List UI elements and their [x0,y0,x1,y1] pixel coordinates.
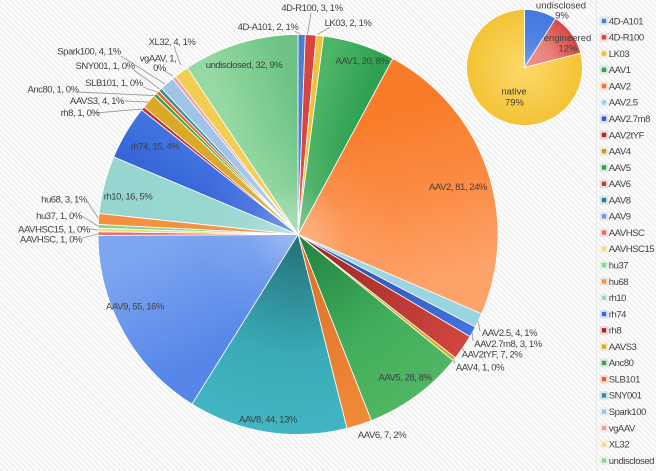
svg-text:undisclosed: undisclosed [536,1,586,12]
svg-text:AAV2: AAV2 [609,81,631,92]
svg-text:hu68: hu68 [609,277,629,288]
svg-text:79%: 79% [505,98,525,109]
svg-text:AAVHSC: AAVHSC [609,228,645,239]
svg-text:LK03: LK03 [609,49,630,60]
svg-text:LK03, 2, 1%: LK03, 2, 1% [325,18,373,29]
svg-text:AAV1: AAV1 [609,65,631,76]
svg-text:AAV2.5, 4, 1%: AAV2.5, 4, 1% [482,328,538,339]
svg-text:AAVHSC15: AAVHSC15 [609,244,654,255]
svg-text:AAVHSC, 1, 0%: AAVHSC, 1, 0% [20,235,83,246]
svg-text:AAV9, 55, 16%: AAV9, 55, 16% [106,302,165,313]
svg-text:XL32: XL32 [609,440,630,451]
svg-text:4D-A101, 2, 1%: 4D-A101, 2, 1% [238,22,300,33]
svg-text:AAV2.5: AAV2.5 [609,98,638,109]
svg-text:AAV2.7m8: AAV2.7m8 [609,114,650,125]
svg-text:0%: 0% [153,63,167,74]
svg-text:AAVS3, 4, 1%: AAVS3, 4, 1% [70,96,125,107]
svg-text:rh74: rh74 [609,309,626,320]
svg-text:4D-R100, 3, 1%: 4D-R100, 3, 1% [281,3,343,14]
svg-text:Spark100: Spark100 [609,407,646,418]
svg-text:AAVS3: AAVS3 [609,342,637,353]
svg-text:rh8: rh8 [609,326,622,337]
svg-text:AAV8: AAV8 [609,195,631,206]
svg-text:native: native [501,87,526,98]
svg-text:AAV5: AAV5 [609,163,631,174]
svg-text:AAV8, 44, 13%: AAV8, 44, 13% [239,415,298,426]
svg-text:12%: 12% [558,44,578,55]
svg-text:Spark100, 4, 1%: Spark100, 4, 1% [57,47,121,58]
svg-text:rh10: rh10 [609,293,626,304]
svg-text:vgAAV, 1,: vgAAV, 1, [140,54,177,65]
svg-text:4D-A101: 4D-A101 [609,16,644,27]
svg-text:SLB101, 1, 0%: SLB101, 1, 0% [85,78,144,89]
svg-text:vgAAV: vgAAV [609,423,636,434]
svg-text:rh10, 16, 5%: rh10, 16, 5% [104,192,153,203]
svg-text:undisclosed, 32, 9%: undisclosed, 32, 9% [206,60,283,71]
svg-text:rh74, 15, 4%: rh74, 15, 4% [131,142,180,153]
svg-text:AAV5, 28, 8%: AAV5, 28, 8% [378,373,432,384]
svg-text:AAV6: AAV6 [609,179,631,190]
svg-text:AAV2tYF: AAV2tYF [609,130,645,141]
svg-text:engineered: engineered [544,33,592,44]
svg-text:SLB101: SLB101 [609,374,640,385]
svg-text:Anc80: Anc80 [609,358,634,369]
svg-text:undisclosed: undisclosed [609,456,654,467]
svg-text:AAV4, 1, 0%: AAV4, 1, 0% [456,363,505,374]
svg-text:9%: 9% [555,11,569,22]
svg-text:AAVHSC15, 1, 0%: AAVHSC15, 1, 0% [18,225,91,236]
svg-text:AAV9: AAV9 [609,212,631,223]
svg-text:SNY001: SNY001 [609,391,642,402]
svg-text:AAV1, 20, 8%: AAV1, 20, 8% [335,56,389,67]
svg-text:AAV2, 81, 24%: AAV2, 81, 24% [429,182,488,193]
svg-text:AAV4: AAV4 [609,147,631,158]
svg-text:SNY001, 1, 0%: SNY001, 1, 0% [75,61,135,72]
svg-text:Anc80, 1, 0%: Anc80, 1, 0% [27,85,79,96]
svg-text:AAV2.7m8, 3, 1%: AAV2.7m8, 3, 1% [474,339,543,350]
svg-text:AAV2tYF, 7, 2%: AAV2tYF, 7, 2% [462,350,524,361]
svg-text:4D-R100: 4D-R100 [609,33,644,44]
svg-text:hu37: hu37 [609,261,629,272]
svg-text:hu37, 1, 0%: hu37, 1, 0% [36,211,83,222]
svg-text:XL32, 4, 1%: XL32, 4, 1% [149,37,197,48]
svg-text:AAV6, 7, 2%: AAV6, 7, 2% [358,430,407,441]
svg-text:hu68, 3, 1%: hu68, 3, 1% [41,195,88,206]
svg-text:rh8, 1, 0%: rh8, 1, 0% [61,108,101,119]
